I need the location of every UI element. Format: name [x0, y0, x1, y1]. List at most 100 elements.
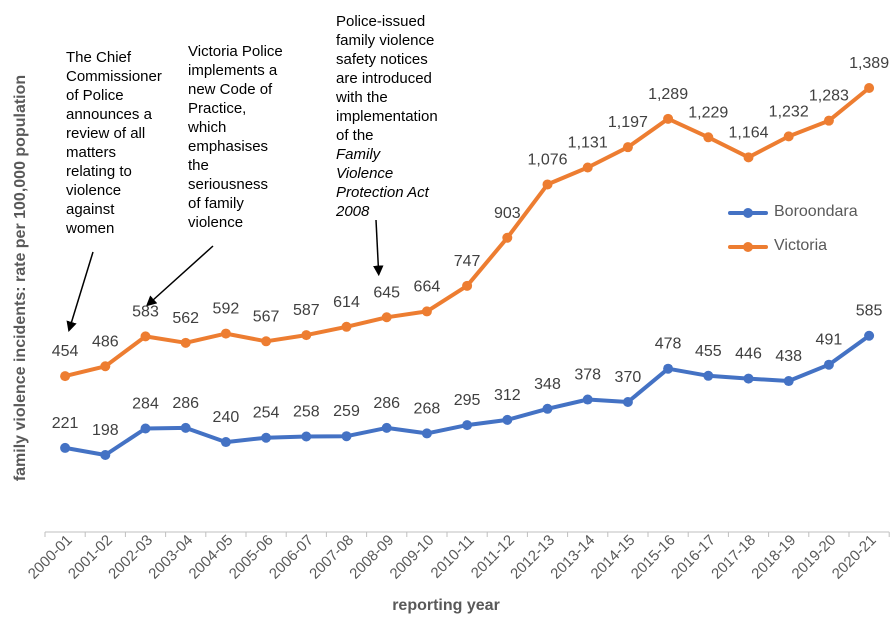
data-point-victoria	[381, 312, 392, 323]
data-label-victoria: 747	[454, 253, 481, 270]
data-point-boroondara	[60, 442, 71, 453]
x-axis-title: reporting year	[392, 597, 500, 614]
data-point-boroondara	[100, 450, 111, 460]
data-label-boroondara: 254	[253, 405, 280, 422]
annotation-safety-notices: Police-issued family violence safety not…	[336, 12, 438, 221]
data-point-boroondara	[542, 403, 553, 414]
annotation-line: family violence	[336, 32, 435, 49]
x-tick-label: 2020-21	[829, 532, 880, 583]
annotation-line: review of all	[66, 125, 146, 142]
data-label-boroondara: 284	[132, 395, 159, 412]
annotation-italic-line: Family	[336, 146, 381, 163]
data-point-boroondara	[220, 437, 231, 448]
data-point-victoria	[663, 113, 674, 124]
legend-label: Victoria	[774, 237, 828, 254]
data-label-victoria: 1,283	[809, 88, 849, 105]
data-point-victoria	[542, 179, 553, 190]
data-point-victoria	[622, 142, 633, 153]
y-axis-title-wrap: family violence incidents: rate per 100,…	[6, 18, 36, 538]
data-point-boroondara	[462, 420, 473, 431]
data-point-boroondara	[502, 414, 513, 425]
data-point-victoria	[703, 132, 714, 143]
annotation-line: violence	[66, 182, 122, 199]
data-label-boroondara: 312	[494, 387, 521, 404]
data-label-victoria: 1,131	[568, 135, 608, 152]
data-point-boroondara	[381, 422, 392, 433]
annotation-line: are introduced	[336, 70, 432, 87]
annotation-line: relating to	[66, 163, 132, 180]
annotation-line: of the	[336, 127, 374, 144]
data-label-boroondara: 446	[735, 346, 762, 363]
legend-swatch-marker	[743, 242, 753, 252]
data-label-boroondara: 240	[213, 409, 240, 426]
annotation-line: women	[66, 220, 115, 237]
data-point-boroondara	[421, 428, 432, 439]
annotation-line: Victoria Police	[188, 43, 283, 60]
data-point-boroondara	[180, 422, 191, 433]
data-point-victoria	[582, 162, 593, 173]
data-label-victoria: 903	[494, 205, 521, 222]
annotation-line: The Chief	[66, 49, 132, 66]
annotation-arrows	[66, 219, 384, 333]
annotation-line: Commissioner	[66, 68, 162, 85]
annotation-line: implementation	[336, 108, 438, 125]
annotation-line: against	[66, 201, 115, 218]
data-label-boroondara: 348	[534, 376, 561, 393]
data-label-victoria: 664	[414, 278, 441, 295]
y-axis-title: family violence incidents: rate per 100,…	[12, 74, 29, 482]
data-label-victoria: 486	[92, 333, 119, 350]
data-label-victoria: 645	[373, 284, 400, 301]
annotation-line: Practice,	[188, 100, 247, 117]
data-point-victoria	[462, 280, 473, 291]
annotation-arrow-safety-notices	[373, 219, 384, 277]
data-point-victoria	[180, 337, 191, 348]
data-point-boroondara	[864, 330, 875, 341]
data-label-victoria: 1,197	[608, 114, 648, 131]
data-label-boroondara: 221	[52, 415, 79, 432]
data-point-boroondara	[703, 370, 714, 381]
annotation-line: new Code of	[188, 81, 273, 98]
data-point-boroondara	[783, 376, 794, 387]
data-point-boroondara	[582, 394, 593, 405]
data-label-victoria: 587	[293, 302, 320, 319]
annotation-italic-line: Protection Act	[336, 184, 429, 201]
data-point-victoria	[783, 131, 794, 142]
annotation-line: of family	[188, 195, 244, 212]
data-label-victoria: 1,232	[769, 103, 809, 120]
annotation-line: of Police	[66, 87, 124, 104]
data-label-boroondara: 455	[695, 343, 722, 360]
data-point-victoria	[140, 331, 151, 342]
data-label-victoria: 1,076	[527, 151, 567, 168]
x-tick-label: 2009-10	[387, 532, 438, 583]
x-axis: 2000-012001-022002-032003-042004-052005-…	[25, 531, 890, 583]
annotation-line: emphasises	[188, 138, 269, 155]
data-label-victoria: 567	[253, 308, 280, 325]
data-label-victoria: 592	[213, 301, 240, 318]
data-point-victoria	[60, 371, 71, 382]
data-label-victoria: 583	[132, 303, 159, 320]
annotation-arrow-code-of-practice	[145, 245, 214, 307]
data-label-boroondara: 438	[775, 348, 802, 365]
data-label-boroondara: 491	[816, 332, 843, 349]
data-label-victoria: 562	[172, 310, 199, 327]
annotation-italic-line: 2008	[336, 203, 370, 220]
data-label-victoria: 614	[333, 294, 360, 311]
data-point-victoria	[743, 152, 754, 163]
legend-label: Boroondara	[774, 203, 858, 220]
data-label-boroondara: 478	[655, 336, 682, 353]
data-point-victoria	[502, 232, 513, 243]
data-point-boroondara	[301, 431, 312, 442]
data-point-boroondara	[341, 431, 352, 442]
data-point-victoria	[341, 321, 352, 332]
data-point-boroondara	[622, 396, 633, 407]
data-label-boroondara: 259	[333, 403, 360, 420]
data-label-victoria: 1,164	[728, 124, 768, 141]
data-label-victoria: 1,229	[688, 104, 728, 121]
data-point-boroondara	[823, 359, 834, 370]
data-point-victoria	[421, 306, 432, 317]
annotation-code-of-practice: Victoria Police implements a new Code of…	[188, 42, 283, 232]
data-label-victoria: 1,289	[648, 86, 688, 103]
data-point-victoria	[823, 115, 834, 126]
annotation-arrow-chief-commissioner	[66, 251, 94, 333]
